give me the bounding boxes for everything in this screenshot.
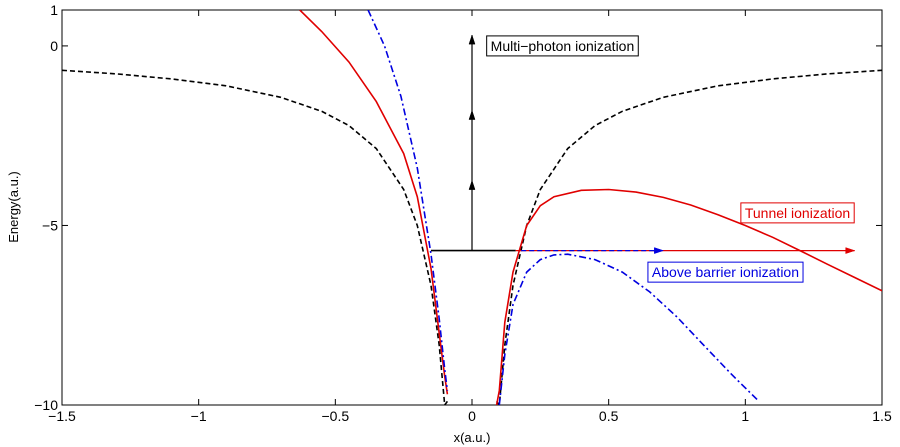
svg-text:Multi−photon ionization: Multi−photon ionization <box>491 38 635 54</box>
curve-dashdot-0 <box>367 10 449 391</box>
multiphoton-arrow-3 <box>468 34 476 111</box>
y-tick-label: 1 <box>50 2 58 18</box>
above-barrier-label: Above barrier ionization <box>647 261 804 283</box>
y-tick-label: 0 <box>50 38 58 54</box>
x-tick-label: −0.5 <box>322 408 350 424</box>
x-tick-label: 1.5 <box>872 408 892 424</box>
y-axis-label: Energy(a.u.) <box>6 171 21 243</box>
multiphoton-arrow-2 <box>468 109 476 181</box>
curve-dashed-0 <box>62 69 449 405</box>
x-axis-label: x(a.u.) <box>454 430 491 445</box>
tunnel-label: Tunnel ionization <box>740 202 855 224</box>
y-tick-label: −10 <box>34 397 58 413</box>
curves-layer <box>62 10 882 405</box>
curve-dashed-1 <box>495 69 882 405</box>
multiphoton-arrow-1 <box>468 179 476 251</box>
x-tick-label: −1 <box>191 408 207 424</box>
multiphoton-label: Multi−photon ionization <box>486 35 639 57</box>
above-barrier-arrow <box>521 247 665 254</box>
curve-dashdot-1 <box>498 253 760 405</box>
x-tick-label: 0 <box>468 408 476 424</box>
annotations-layer: Multi−photon ionization Tunnel ionization… <box>486 35 855 283</box>
ticks-layer: −1.5 −1 −0.5 0 0.5 1 1.5 −10 −5 0 1 <box>34 2 892 424</box>
svg-text:Above barrier ionization: Above barrier ionization <box>652 264 799 280</box>
x-tick-label: 1 <box>741 408 749 424</box>
svg-text:Tunnel ionization: Tunnel ionization <box>745 205 850 221</box>
curve-solid-0 <box>299 10 449 395</box>
arrows-layer <box>468 34 856 254</box>
x-tick-label: 0.5 <box>599 408 619 424</box>
x-tick-label: −1.5 <box>48 408 76 424</box>
y-tick-label: −5 <box>42 217 58 233</box>
